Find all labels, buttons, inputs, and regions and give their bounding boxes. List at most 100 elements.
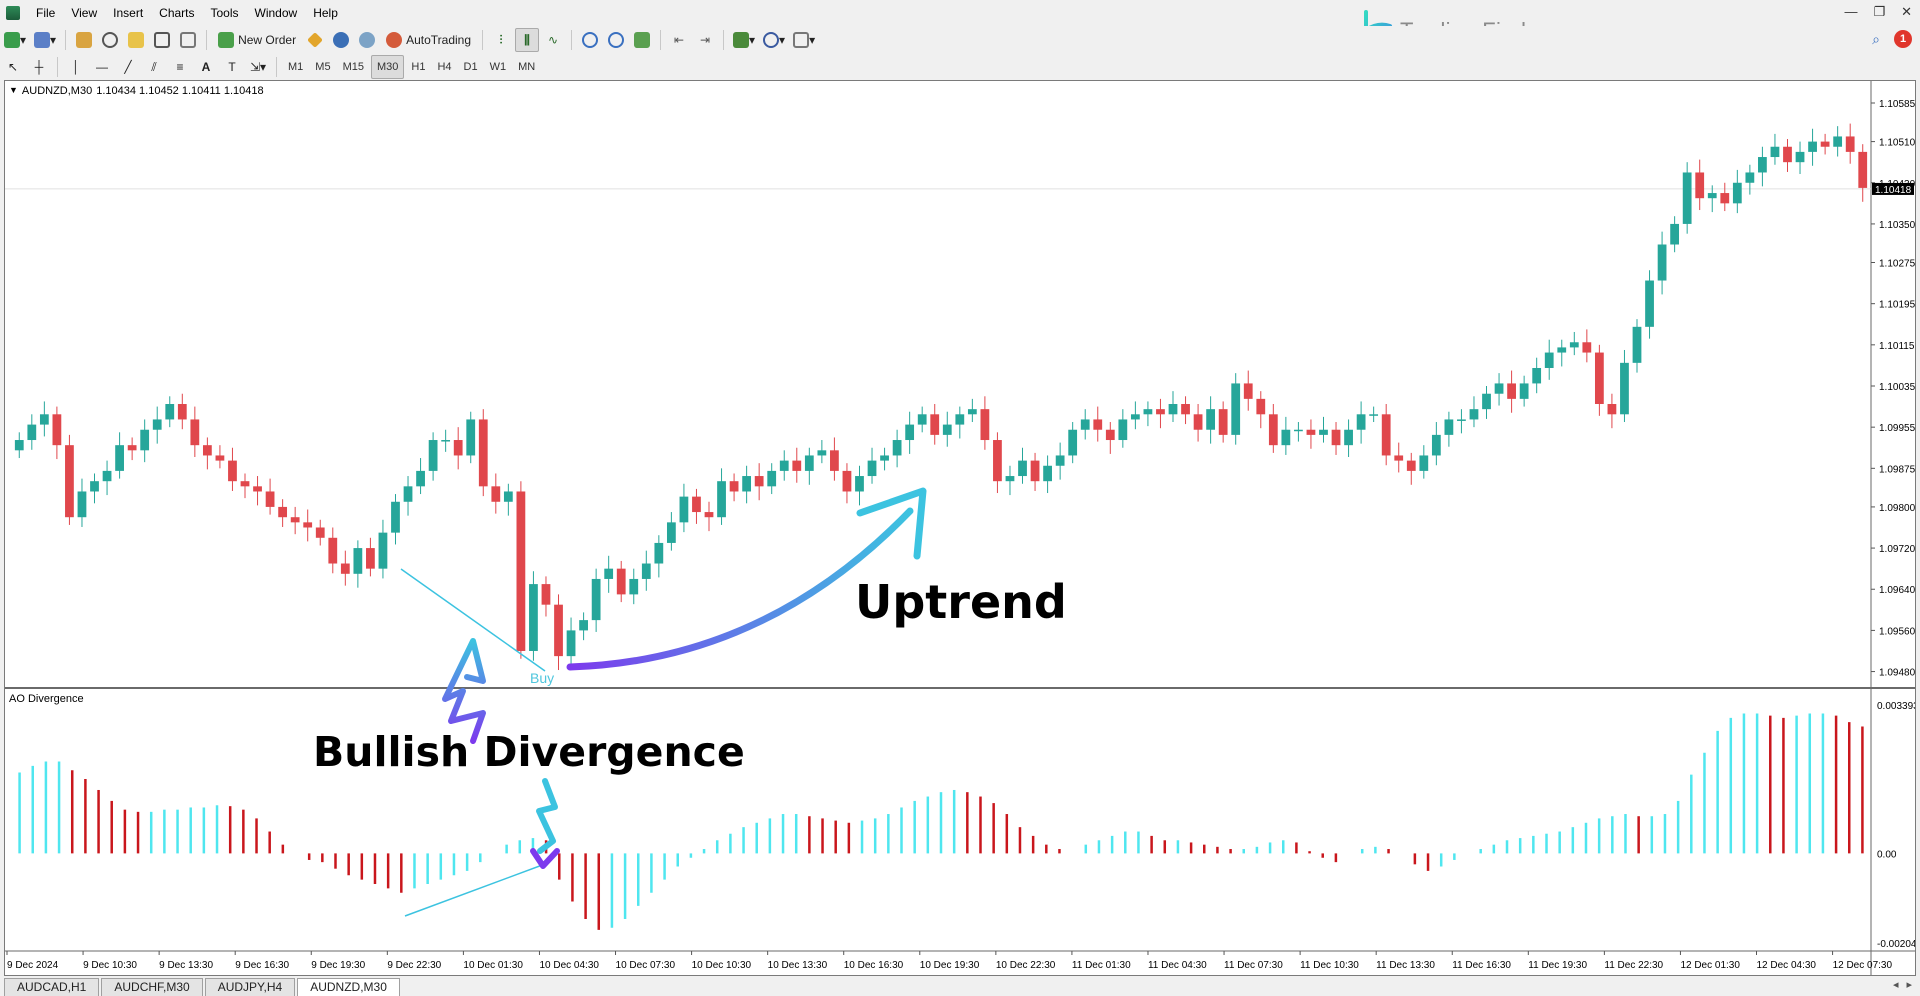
candle-body xyxy=(1431,434,1441,456)
arrows-button[interactable]: ⇲▾ xyxy=(246,55,270,79)
candle-body xyxy=(52,414,62,446)
tab-audcad-h1[interactable]: AUDCAD,H1 xyxy=(4,978,100,996)
candle-body xyxy=(993,440,1002,482)
bar-chart-icon: ⫶ xyxy=(499,32,503,47)
toolbar-separator xyxy=(723,30,725,50)
ao-tick-label: 0.00 xyxy=(1877,849,1897,860)
signals-button[interactable] xyxy=(329,28,353,52)
tab-prev-icon[interactable]: ◂ xyxy=(1892,979,1899,991)
menu-window[interactable]: Window xyxy=(254,6,298,20)
menu-insert[interactable]: Insert xyxy=(113,6,144,20)
menu-help[interactable]: Help xyxy=(313,6,338,20)
time-tick-label: 10 Dec 22:30 xyxy=(996,960,1056,971)
chart-shift-button[interactable]: ⇤ xyxy=(667,28,691,52)
metaeditor-button[interactable] xyxy=(303,28,327,52)
navigator-button[interactable] xyxy=(124,28,148,52)
buy-signal-label: Buy xyxy=(530,670,555,686)
candle-body xyxy=(1331,429,1341,446)
notification-badge[interactable]: 1 xyxy=(1894,30,1912,48)
market-button[interactable] xyxy=(355,28,379,52)
timeframe-h4[interactable]: H4 xyxy=(437,61,452,73)
new-order-button[interactable]: New Order xyxy=(213,28,301,52)
candle-body xyxy=(378,532,388,569)
autotrading-button[interactable]: AutoTrading xyxy=(381,28,476,52)
candle-body xyxy=(591,578,601,621)
bullish-zigzag-arrow xyxy=(442,638,486,744)
candle-body xyxy=(867,460,877,477)
chart-window[interactable]: 1.105851.105101.104301.103501.102751.101… xyxy=(4,80,1916,976)
line-chart-button[interactable]: ∿ xyxy=(541,28,565,52)
price-chart-canvas[interactable]: 1.105851.105101.104301.103501.102751.101… xyxy=(5,81,1915,975)
data-window-button[interactable] xyxy=(98,28,122,52)
timeframe-w1[interactable]: W1 xyxy=(489,61,507,73)
candle-body xyxy=(1181,404,1190,415)
vertical-line-icon: │ xyxy=(72,60,80,74)
cursor-button[interactable]: ↖ xyxy=(1,55,25,79)
terminal-icon xyxy=(154,32,171,48)
candle-body xyxy=(177,404,187,420)
vertical-line-button[interactable]: │ xyxy=(64,55,88,79)
timeframe-m5[interactable]: M5 xyxy=(315,61,331,73)
candle-body xyxy=(967,409,977,415)
menu-file[interactable]: File xyxy=(36,6,56,20)
timeframe-m15[interactable]: M15 xyxy=(342,61,364,73)
menu-tools[interactable]: Tools xyxy=(210,6,239,20)
timeframe-h1[interactable]: H1 xyxy=(411,61,426,73)
candle-body xyxy=(14,440,24,451)
candle-body xyxy=(554,604,563,657)
text-label-button[interactable]: T xyxy=(220,55,244,79)
menu-charts[interactable]: Charts xyxy=(159,6,195,20)
time-tick-label: 9 Dec 19:30 xyxy=(311,960,365,971)
candle-body xyxy=(1519,383,1529,399)
periods-button[interactable]: ▾ xyxy=(760,28,788,52)
indicators-button[interactable]: ▾ xyxy=(730,28,758,52)
timeframe-d1[interactable]: D1 xyxy=(463,61,478,73)
new-chart-button[interactable]: ▾ xyxy=(1,28,29,52)
templates-button[interactable]: ▾ xyxy=(790,28,818,52)
timeframe-mn[interactable]: MN xyxy=(518,61,536,73)
tab-next-icon[interactable]: ▸ xyxy=(1906,979,1912,991)
candle-body xyxy=(190,419,200,446)
tile-windows-button[interactable] xyxy=(630,28,654,52)
candle-body xyxy=(1820,141,1830,147)
candle-body xyxy=(892,440,902,456)
candle-body xyxy=(1645,280,1654,327)
bar-chart-button[interactable]: ⫶ xyxy=(489,28,513,52)
profiles-button[interactable]: ▾ xyxy=(31,28,59,52)
candle-body xyxy=(215,455,225,461)
tab-audjpy-h4[interactable]: AUDJPY,H4 xyxy=(204,978,296,996)
close-icon[interactable]: ✕ xyxy=(1901,4,1912,19)
indicators-icon xyxy=(733,32,750,48)
market-watch-button[interactable] xyxy=(72,28,96,52)
autoscroll-button[interactable]: ⇥ xyxy=(693,28,717,52)
crosshair-button[interactable]: ┼ xyxy=(27,55,51,79)
fibonacci-button[interactable]: ≡ xyxy=(168,55,192,79)
minimize-icon[interactable]: — xyxy=(1844,4,1858,19)
trendline-button[interactable]: ╱ xyxy=(116,55,140,79)
zoom-out-button[interactable] xyxy=(604,28,628,52)
candle-body xyxy=(917,414,927,425)
strategy-tester-button[interactable] xyxy=(176,28,200,52)
new-chart-icon xyxy=(4,32,20,48)
menu-view[interactable]: View xyxy=(71,6,98,20)
restore-icon[interactable]: ❐ xyxy=(1873,4,1886,19)
time-tick-label: 9 Dec 10:30 xyxy=(83,960,137,971)
candlestick-button[interactable]: ⫼ xyxy=(515,28,540,52)
chart-menu-icon[interactable]: ▼ xyxy=(9,85,18,95)
candle-body xyxy=(127,445,137,451)
zoom-in-button[interactable] xyxy=(578,28,602,52)
tab-audnzd-m30[interactable]: AUDNZD,M30 xyxy=(297,978,400,996)
ao-zigzag-arrowhead xyxy=(530,848,560,869)
search-icon[interactable]: ⌕ xyxy=(1872,30,1880,47)
candle-body xyxy=(742,476,752,492)
ao-divergence-line xyxy=(404,863,546,917)
text-button[interactable]: A xyxy=(194,55,218,79)
channel-button[interactable]: ⫽ xyxy=(142,55,166,79)
terminal-button[interactable] xyxy=(150,28,174,52)
horizontal-line-button[interactable]: — xyxy=(90,55,114,79)
candle-body xyxy=(1833,136,1843,147)
candle-body xyxy=(817,450,827,456)
tab-audchf-m30[interactable]: AUDCHF,M30 xyxy=(101,978,203,996)
timeframe-m1[interactable]: M1 xyxy=(288,61,304,73)
timeframe-m30[interactable]: M30 xyxy=(370,55,405,79)
